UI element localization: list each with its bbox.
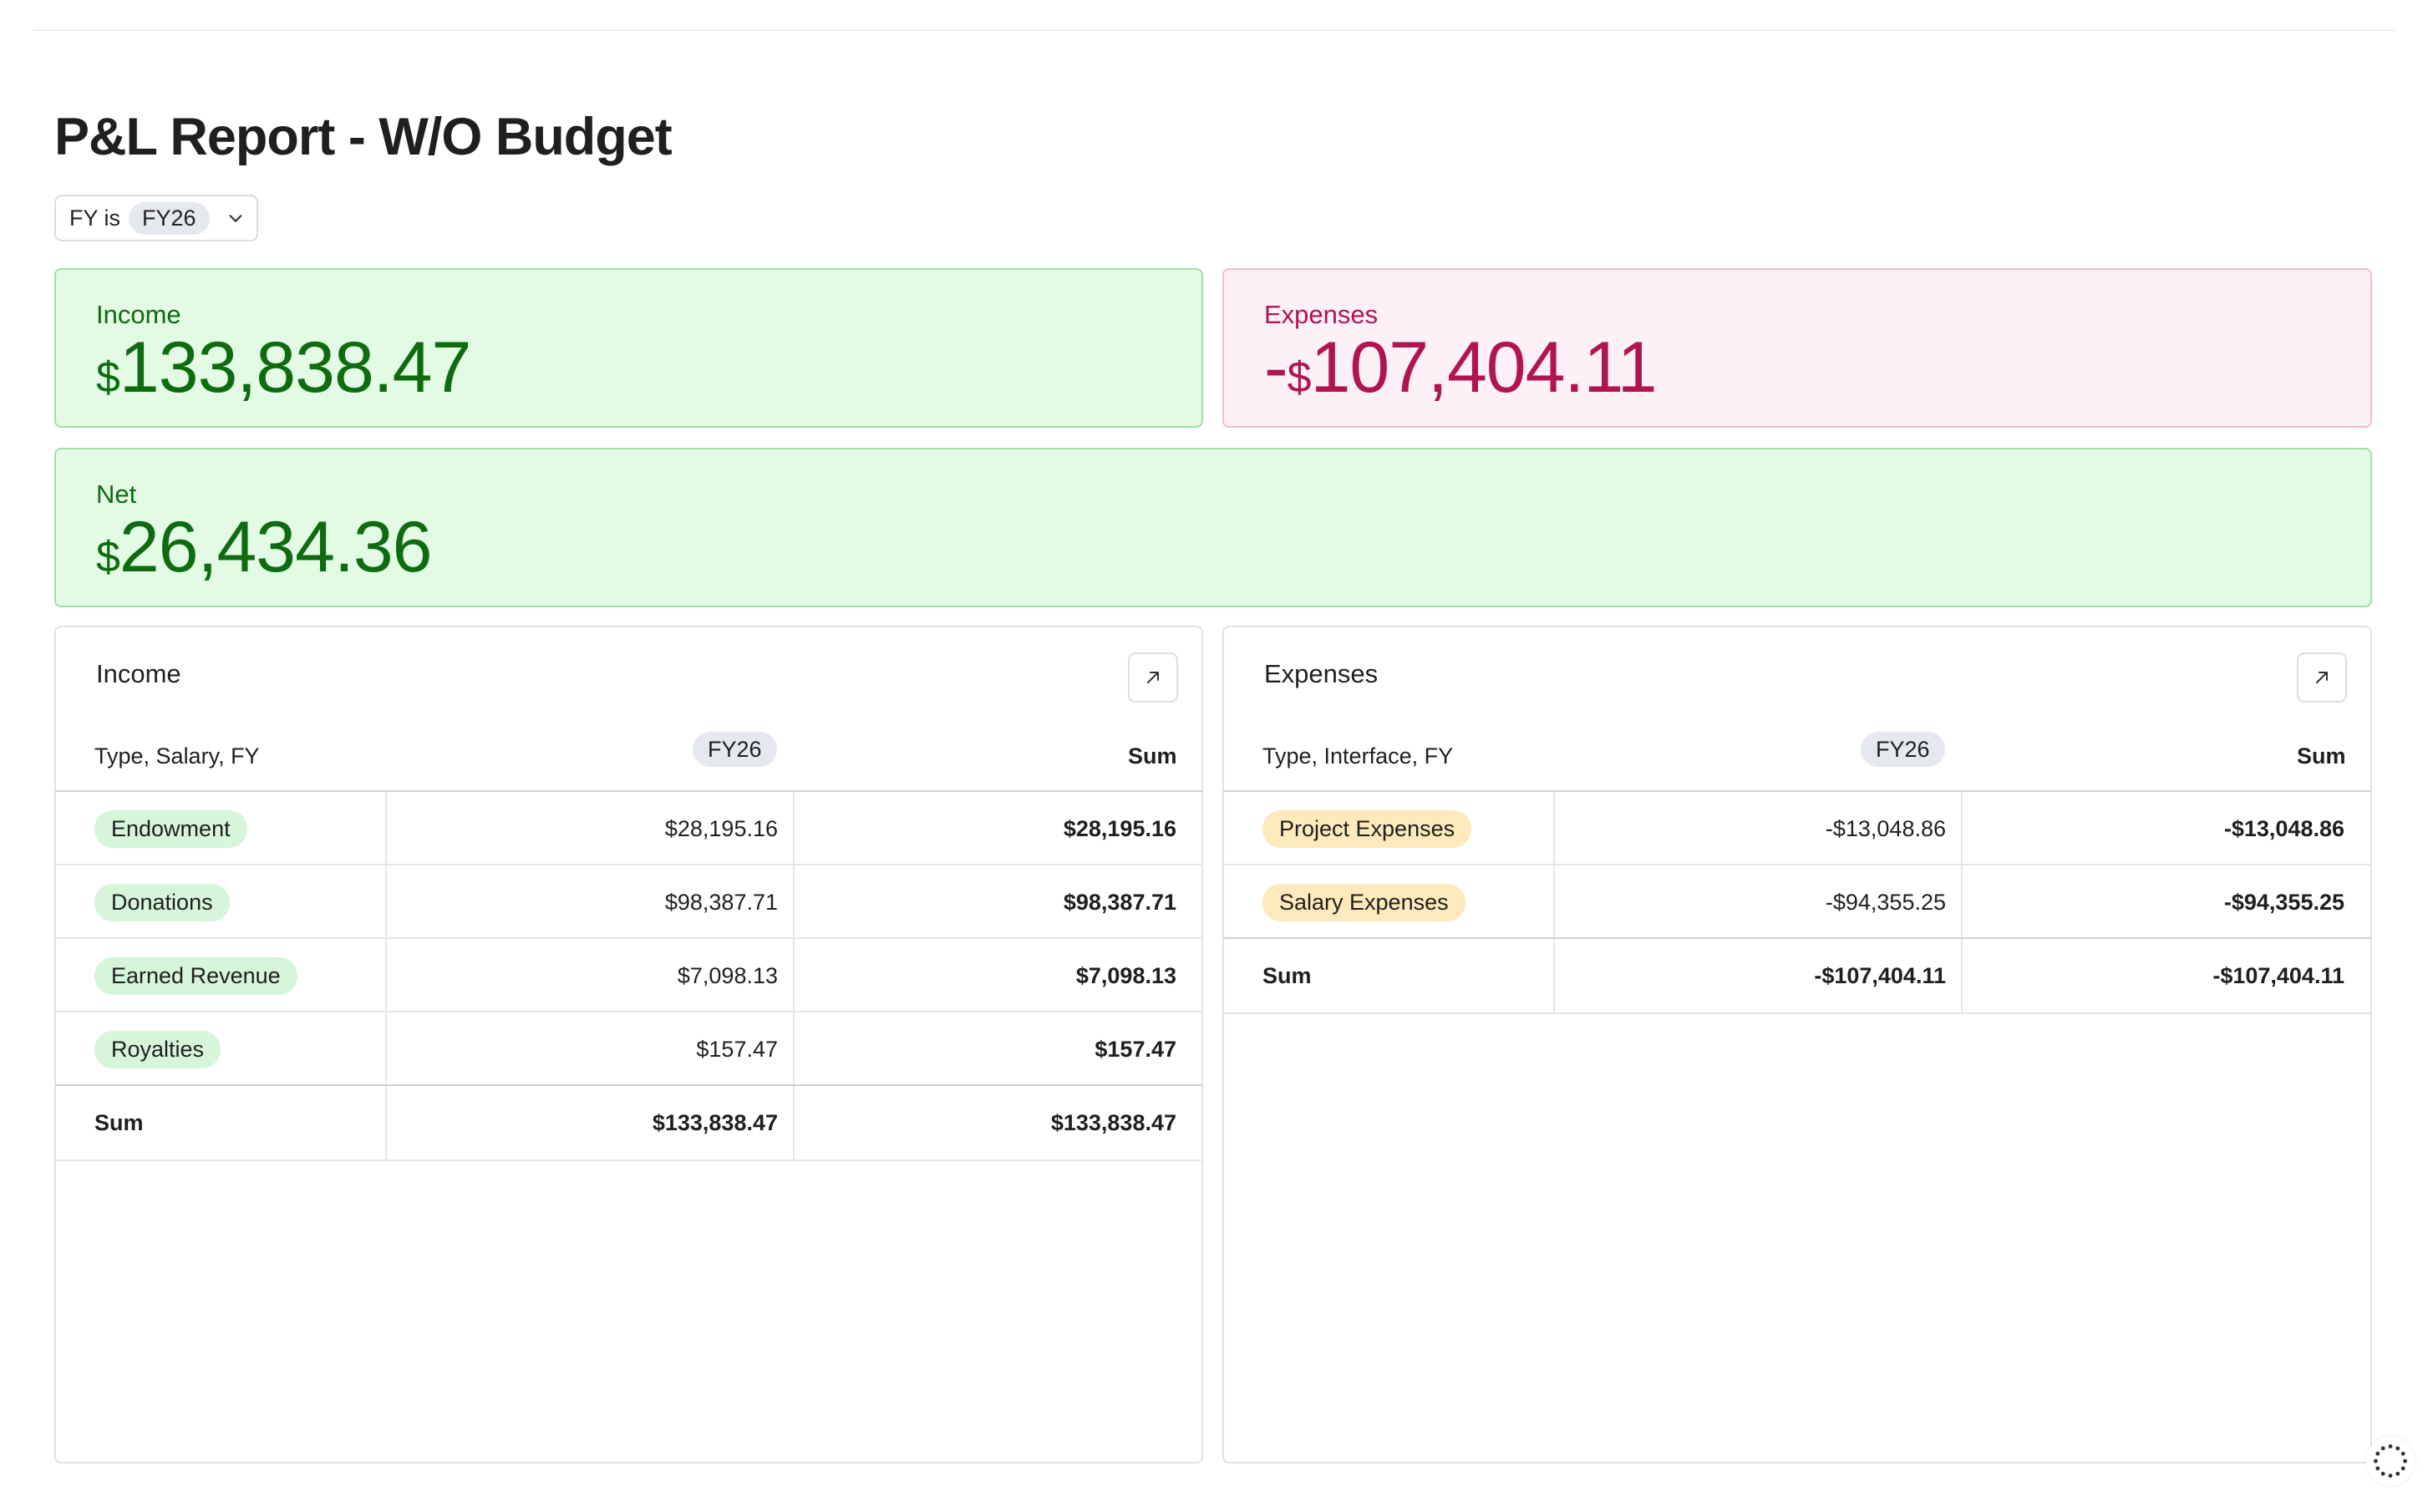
type-tag: Salary Expenses: [1262, 883, 1465, 921]
currency-symbol: $: [96, 533, 120, 581]
type-tag: Donations: [94, 883, 230, 921]
table-row: Project Expenses -$13,048.86 -$13,048.86: [1222, 790, 2371, 865]
sum-value: $28,195.16: [1063, 815, 1176, 841]
fy26-value: -$94,355.25: [1555, 865, 1963, 939]
type-tag: Royalties: [94, 1030, 221, 1068]
expand-arrow-icon: [1147, 672, 1159, 683]
fy26-total: $133,838.47: [387, 1086, 795, 1159]
income-dims-header: Type, Salary, FY: [94, 743, 260, 769]
table-row: Donations $98,387.71 $98,387.71: [54, 864, 1203, 939]
grand-total: $133,838.47: [1050, 1109, 1176, 1135]
type-tag: Earned Revenue: [94, 956, 297, 995]
expenses-sum-header: Sum: [2297, 743, 2346, 769]
expand-expenses-button[interactable]: [2297, 652, 2347, 703]
fy-filter[interactable]: FY is FY26: [54, 195, 258, 241]
expenses-table-card: Expenses: [1222, 626, 2372, 1464]
net-kpi-card: Net $26,434.36: [54, 448, 2372, 607]
income-kpi-value: $133,838.47: [96, 327, 471, 408]
fy26-value: $7,098.13: [387, 939, 795, 1012]
filter-label: FY is: [69, 205, 121, 231]
grand-total: -$107,404.11: [2212, 962, 2344, 988]
table-sum-row: Sum -$107,404.11 -$107,404.11: [1222, 937, 2371, 1014]
sum-label: Sum: [1222, 939, 1555, 1012]
sum-value: $157.47: [1095, 1036, 1176, 1062]
expenses-kpi-value: -$107,404.11: [1264, 327, 1658, 408]
income-period-header: FY26: [693, 732, 777, 767]
income-sum-header: Sum: [1128, 743, 1177, 769]
fy26-value: $28,195.16: [387, 792, 795, 865]
income-kpi-label: Income: [96, 300, 181, 329]
expenses-table-title: Expenses: [1264, 659, 1379, 688]
fy26-total: -$107,404.11: [1555, 939, 1963, 1012]
page-title: P&L Report - W/O Budget: [54, 108, 673, 166]
income-kpi-card: Income $133,838.47: [54, 268, 1203, 428]
sum-value: $98,387.71: [1063, 889, 1176, 915]
table-row: Royalties $157.47 $157.47: [54, 1011, 1203, 1086]
top-divider: [33, 29, 2395, 31]
expenses-dims-header: Type, Interface, FY: [1262, 743, 1454, 769]
type-tag: Endowment: [94, 809, 247, 848]
sum-value: -$94,355.25: [2223, 889, 2344, 915]
sum-value: $7,098.13: [1075, 962, 1176, 988]
currency-symbol: $: [96, 353, 120, 402]
fy26-value: -$13,048.86: [1555, 792, 1963, 865]
sum-value: -$13,048.86: [2223, 815, 2344, 841]
chevron-down-icon: [229, 215, 242, 222]
type-tag: Project Expenses: [1262, 809, 1472, 848]
income-table-card: Income: [54, 626, 1203, 1464]
expenses-kpi-label: Expenses: [1264, 300, 1379, 329]
expand-arrow-icon: [2316, 672, 2328, 683]
net-kpi-value: $26,434.36: [96, 507, 433, 587]
net-kpi-label: Net: [96, 479, 137, 509]
table-row: Endowment $28,195.16 $28,195.16: [54, 790, 1203, 865]
fy26-value: $98,387.71: [387, 865, 795, 939]
sum-label: Sum: [54, 1086, 387, 1159]
income-table-title: Income: [96, 659, 181, 688]
expenses-period-header: FY26: [1861, 732, 1945, 767]
table-row: Salary Expenses -$94,355.25 -$94,355.25: [1222, 864, 2371, 939]
expand-income-button[interactable]: [1128, 652, 1178, 703]
currency-symbol: $: [1287, 353, 1312, 402]
table-row: Earned Revenue $7,098.13 $7,098.13: [54, 937, 1203, 1012]
filter-value-chip: FY26: [129, 201, 210, 235]
expenses-kpi-card: Expenses -$107,404.11: [1222, 268, 2372, 428]
loading-spinner-icon: [2366, 1437, 2415, 1485]
fy26-value: $157.47: [387, 1012, 795, 1086]
table-sum-row: Sum $133,838.47 $133,838.47: [54, 1084, 1203, 1161]
